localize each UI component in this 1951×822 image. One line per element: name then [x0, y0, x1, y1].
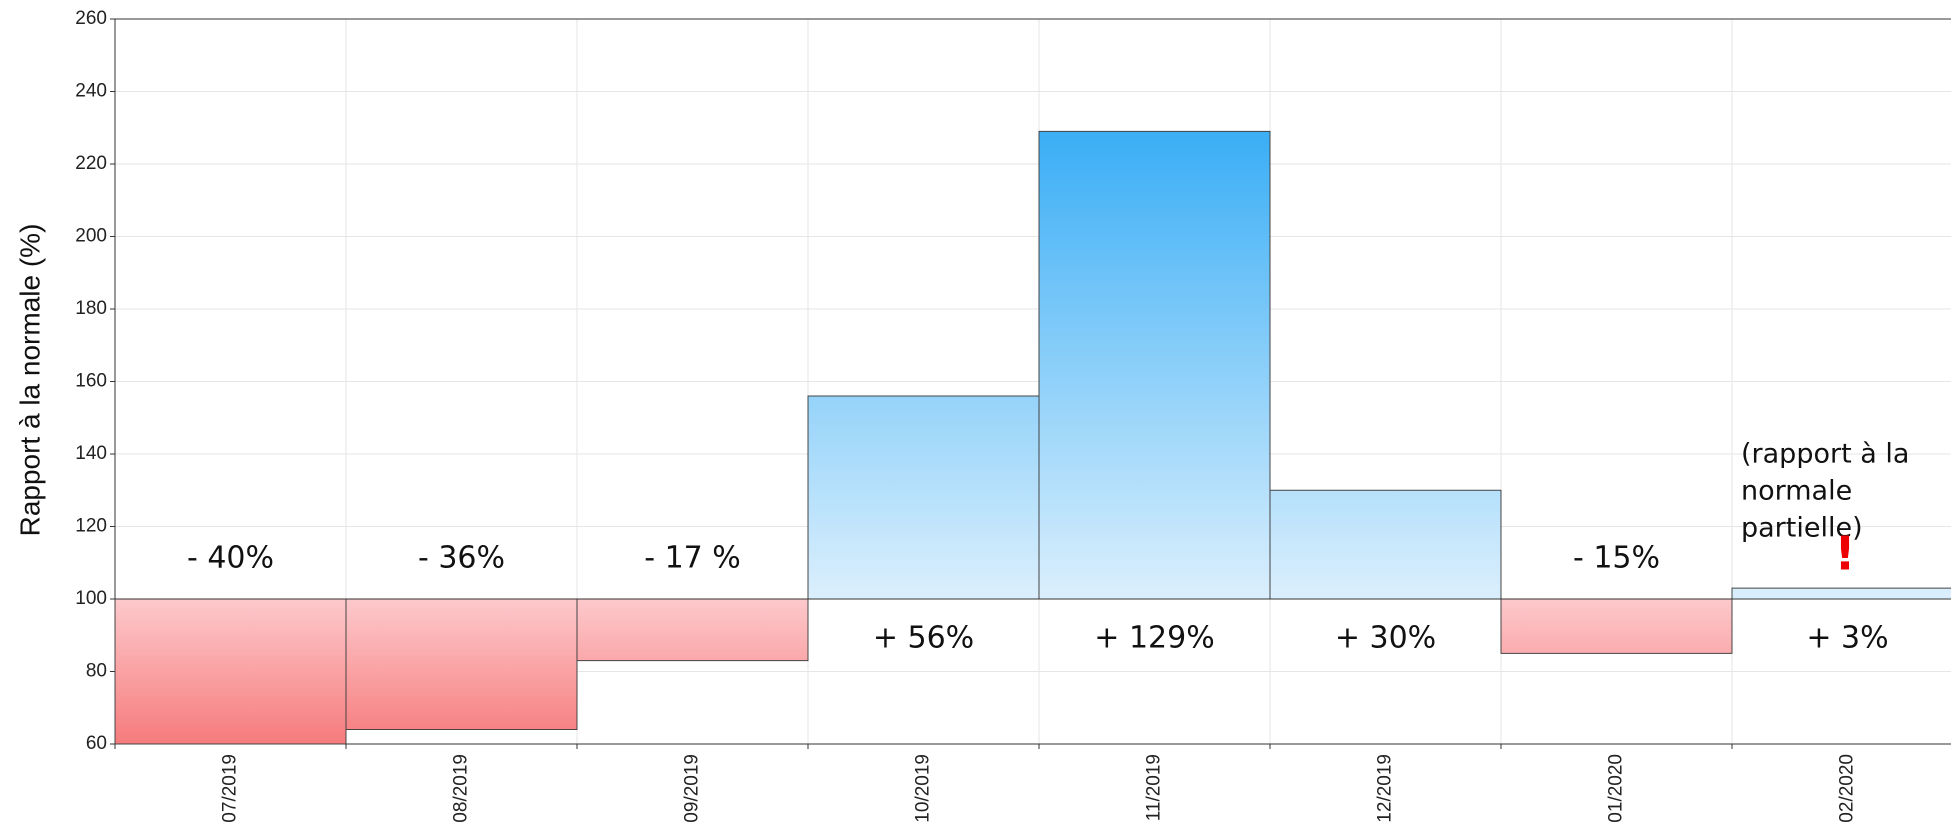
value-label: - 40% [187, 541, 274, 576]
bar [1269, 489, 1502, 600]
y-tick-label: 140 [75, 443, 107, 464]
x-tick-label: 10/2019 [913, 754, 934, 822]
note-line: normale [1741, 476, 1852, 507]
y-tick-label: 200 [75, 226, 107, 247]
x-tick-label: 11/2019 [1144, 754, 1165, 821]
y-tick-label: 260 [75, 8, 107, 29]
bar [807, 395, 1040, 600]
value-label: + 3% [1806, 621, 1888, 656]
bar [114, 598, 347, 745]
x-tick-label: 12/2019 [1375, 754, 1396, 822]
bar [1038, 130, 1271, 600]
value-label: + 30% [1335, 621, 1436, 656]
note: (rapport à la normale partielle) ! [1741, 439, 1909, 581]
x-tick-label: 07/2019 [220, 754, 241, 822]
value-label: - 15% [1573, 541, 1660, 576]
y-tick-label: 100 [75, 588, 107, 609]
bar [1500, 598, 1733, 654]
note-mark: ! [1835, 527, 1856, 581]
y-tick-label: 180 [75, 298, 107, 319]
x-tick-label: 02/2020 [1837, 754, 1858, 822]
y-tick-label: 120 [75, 516, 107, 537]
y-axis-label: Rapport à la normale (%) [14, 224, 45, 537]
value-label: - 36% [418, 541, 505, 576]
value-label: + 129% [1094, 621, 1214, 656]
bar [576, 598, 809, 662]
note-line: (rapport à la [1741, 439, 1909, 470]
x-tick-label: 01/2020 [1606, 754, 1627, 822]
bar [345, 598, 578, 730]
note-line: partielle) [1741, 513, 1863, 544]
y-tick-label: 60 [86, 733, 107, 754]
y-tick-label: 80 [86, 661, 107, 682]
y-tick-label: 220 [75, 153, 107, 174]
value-label: - 17 % [644, 541, 741, 576]
value-label: + 56% [873, 621, 974, 656]
x-tick-label: 09/2019 [682, 754, 703, 822]
x-tick-label: 08/2019 [451, 754, 472, 822]
y-tick-label: 240 [75, 81, 107, 102]
bar [1731, 587, 1951, 600]
y-tick-label: 160 [75, 371, 107, 392]
